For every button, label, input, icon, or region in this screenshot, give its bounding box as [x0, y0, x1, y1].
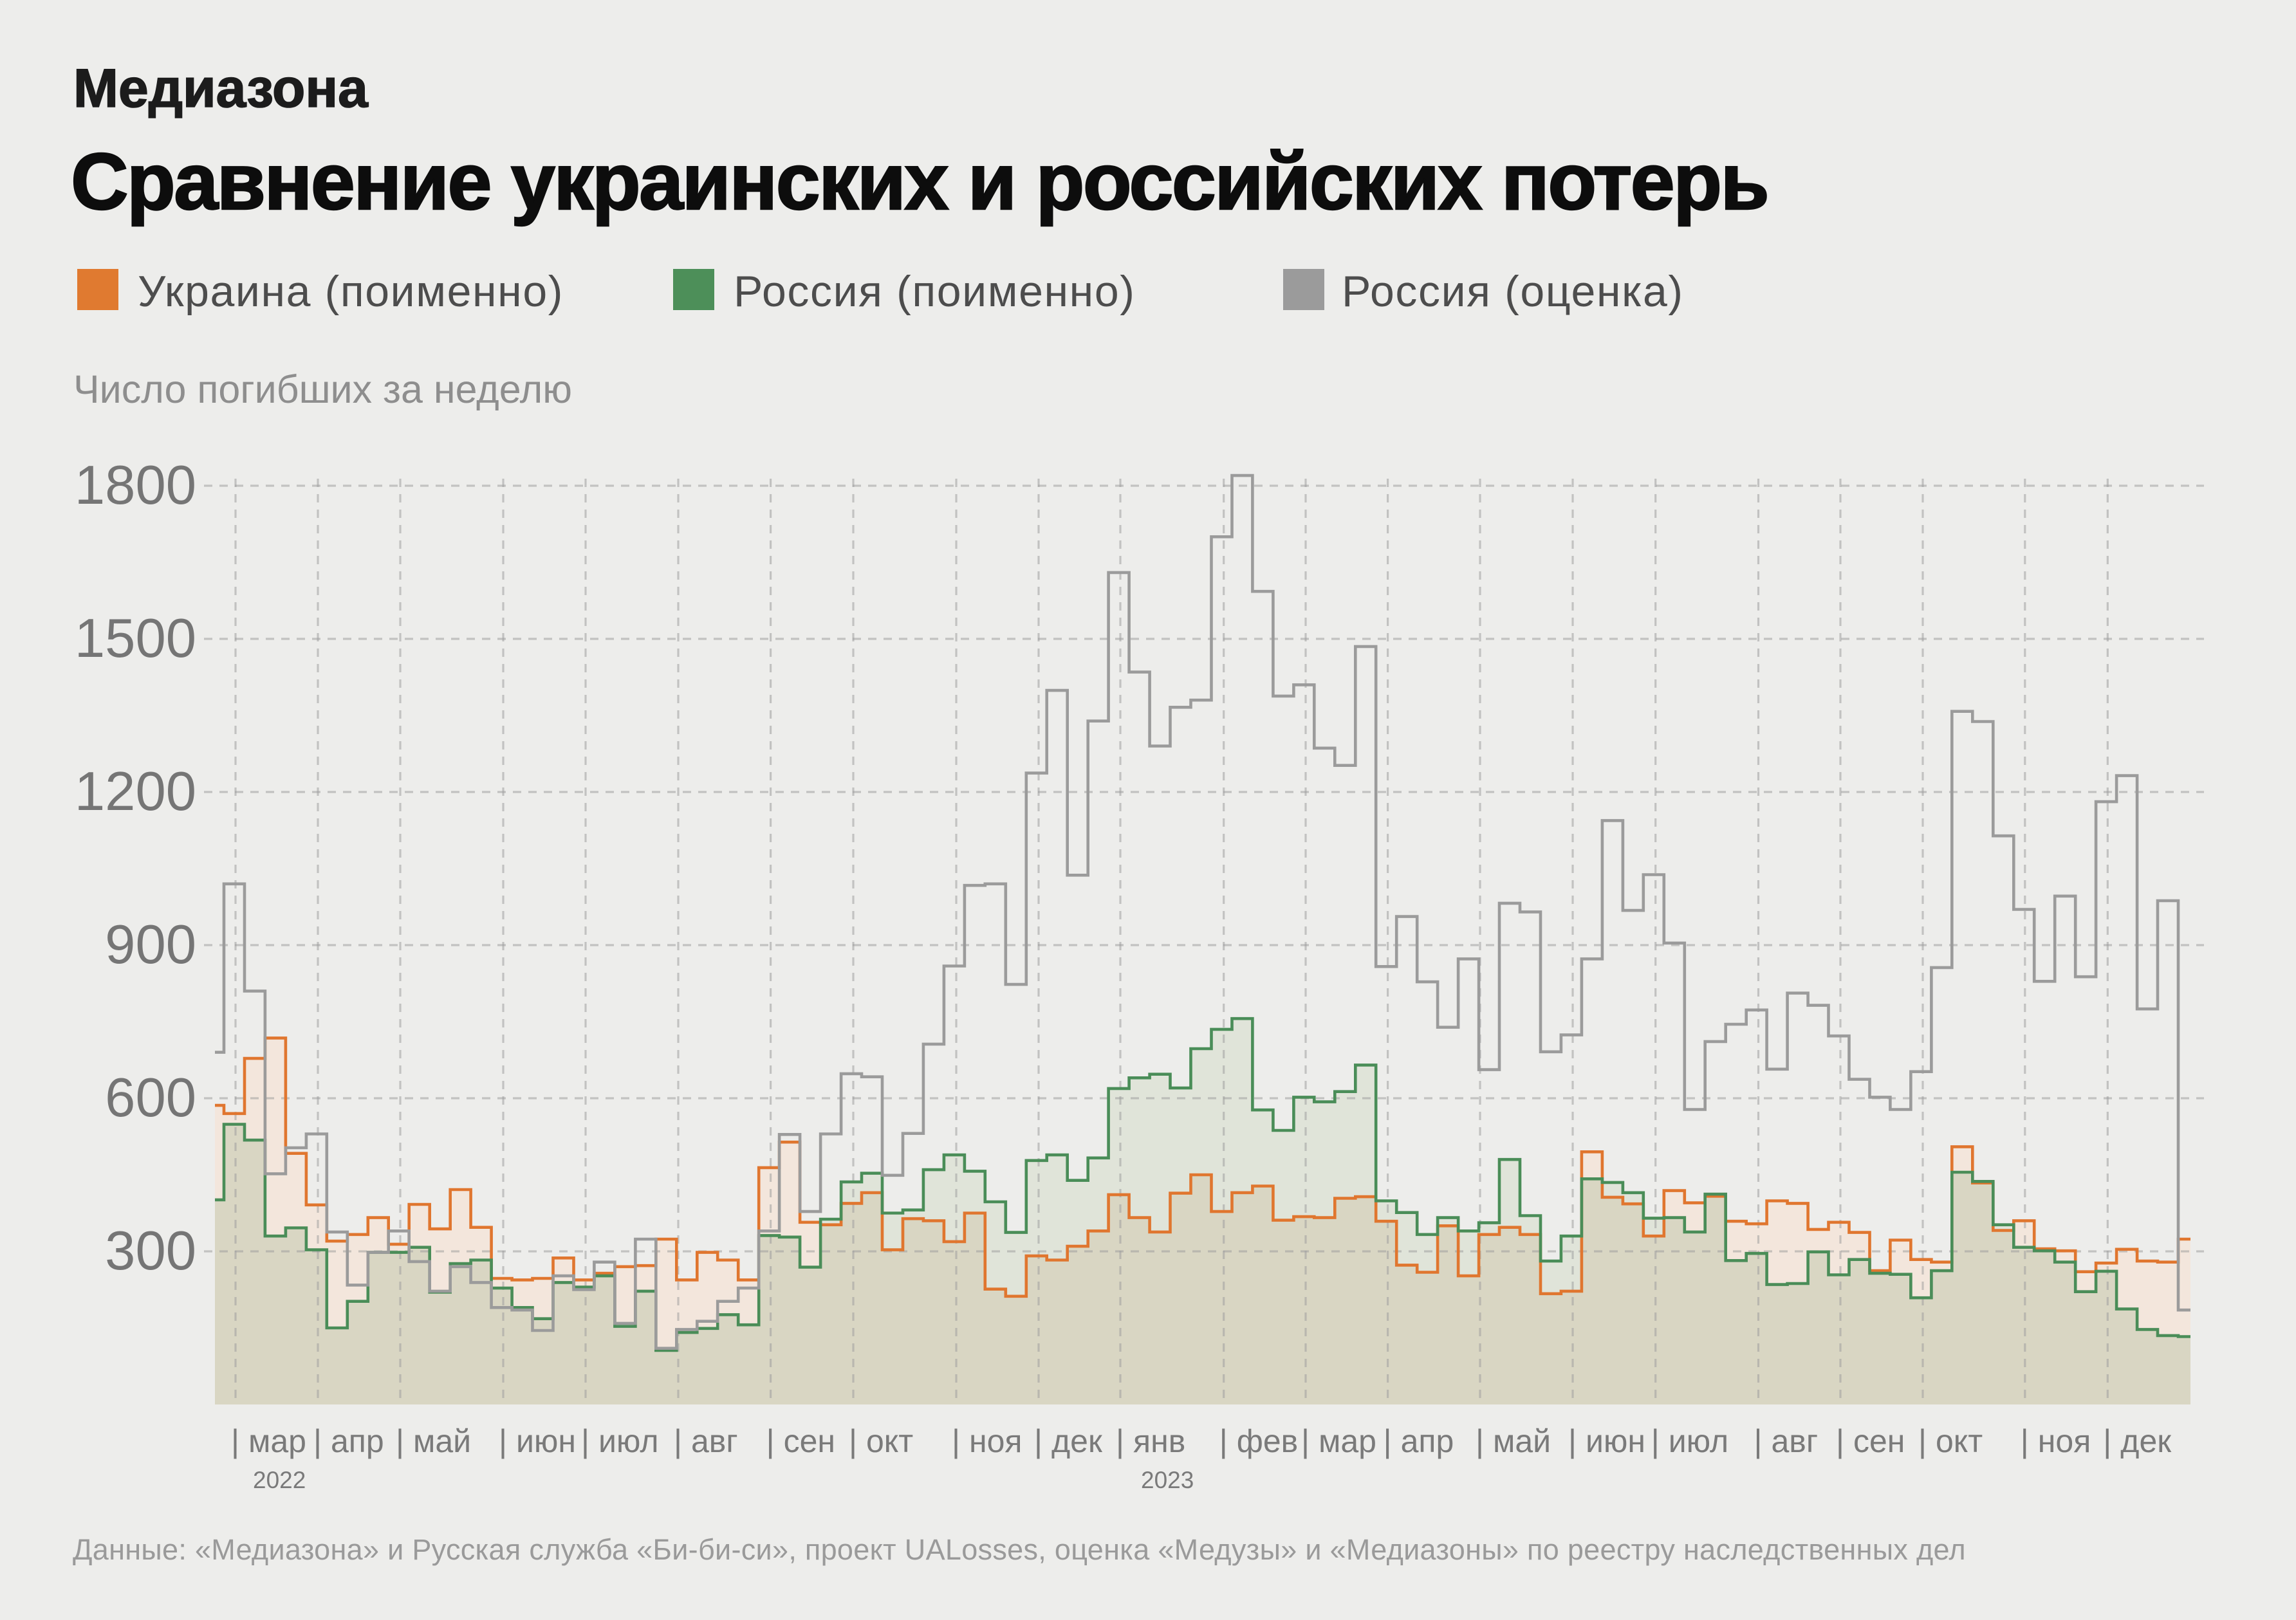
svg-text:авг: авг	[691, 1423, 738, 1459]
svg-text:сен: сен	[1853, 1423, 1905, 1459]
svg-text:|: |	[581, 1423, 589, 1459]
svg-text:Число погибших за неделю: Число погибших за неделю	[73, 367, 572, 411]
svg-text:май: май	[1493, 1423, 1551, 1459]
svg-text:апр: апр	[331, 1423, 384, 1459]
svg-text:600: 600	[105, 1067, 196, 1128]
svg-text:июл: июл	[1669, 1423, 1729, 1459]
svg-text:окт: окт	[866, 1423, 913, 1459]
svg-text:|: |	[1034, 1423, 1042, 1459]
svg-text:Медиазона: Медиазона	[73, 58, 369, 118]
svg-text:|: |	[1476, 1423, 1484, 1459]
svg-text:|: |	[952, 1423, 960, 1459]
svg-text:1500: 1500	[75, 608, 196, 669]
svg-text:дек: дек	[1051, 1423, 1103, 1459]
svg-text:Россия (поименно): Россия (поименно)	[734, 267, 1136, 316]
svg-text:|: |	[2103, 1423, 2111, 1459]
svg-text:|: |	[1568, 1423, 1577, 1459]
svg-text:авг: авг	[1772, 1423, 1819, 1459]
svg-text:|: |	[231, 1423, 239, 1459]
svg-text:Россия (оценка): Россия (оценка)	[1342, 267, 1684, 316]
svg-text:|: |	[1219, 1423, 1228, 1459]
svg-text:ноя: ноя	[2038, 1423, 2091, 1459]
svg-text:|: |	[1651, 1423, 1660, 1459]
svg-text:Сравнение украинских и российс: Сравнение украинских и российских потерь	[71, 138, 1768, 226]
svg-text:|: |	[2021, 1423, 2029, 1459]
svg-text:|: |	[1116, 1423, 1124, 1459]
svg-text:дек: дек	[2120, 1423, 2172, 1459]
svg-text:ноя: ноя	[969, 1423, 1023, 1459]
svg-text:|: |	[1754, 1423, 1763, 1459]
svg-text:|: |	[674, 1423, 682, 1459]
svg-text:|: |	[1836, 1423, 1844, 1459]
svg-text:Украина (поименно): Украина (поименно)	[138, 267, 564, 316]
svg-text:мар: мар	[1319, 1423, 1376, 1459]
svg-text:май: май	[413, 1423, 471, 1459]
svg-text:апр: апр	[1401, 1423, 1454, 1459]
svg-text:|: |	[1384, 1423, 1392, 1459]
svg-text:300: 300	[105, 1220, 196, 1282]
svg-text:мар: мар	[248, 1423, 306, 1459]
svg-text:Данные: «Медиазона» и Русская: Данные: «Медиазона» и Русская служба «Би…	[73, 1533, 1966, 1566]
svg-text:|: |	[313, 1423, 322, 1459]
svg-text:2022: 2022	[253, 1467, 306, 1493]
svg-text:|: |	[849, 1423, 857, 1459]
svg-text:|: |	[499, 1423, 507, 1459]
svg-text:июн: июн	[1586, 1423, 1645, 1459]
svg-text:июл: июл	[598, 1423, 659, 1459]
svg-text:|: |	[1918, 1423, 1927, 1459]
svg-text:фев: фев	[1237, 1423, 1299, 1459]
svg-text:июн: июн	[516, 1423, 576, 1459]
svg-text:2023: 2023	[1141, 1467, 1194, 1493]
svg-text:|: |	[766, 1423, 775, 1459]
svg-text:900: 900	[105, 914, 196, 975]
svg-text:янв: янв	[1133, 1423, 1185, 1459]
svg-text:окт: окт	[1936, 1423, 1983, 1459]
svg-text:1800: 1800	[75, 455, 196, 516]
svg-text:|: |	[1301, 1423, 1310, 1459]
svg-text:сен: сен	[784, 1423, 835, 1459]
svg-text:|: |	[396, 1423, 404, 1459]
svg-text:1200: 1200	[75, 761, 196, 822]
